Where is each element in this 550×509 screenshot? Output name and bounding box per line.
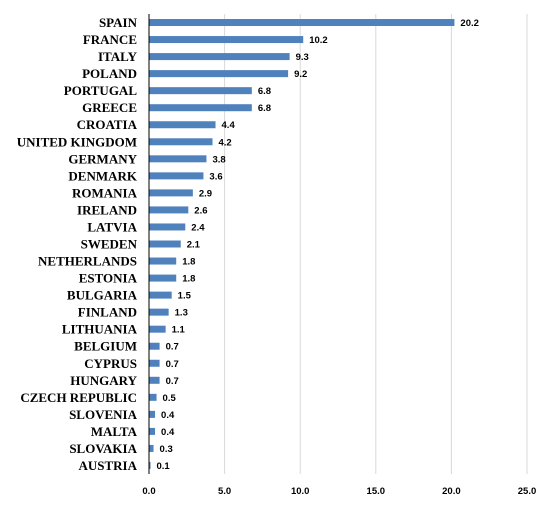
value-label: 10.2: [309, 35, 328, 46]
bar-spain: [149, 19, 455, 27]
value-label: 0.7: [166, 359, 179, 370]
category-label: POLAND: [82, 66, 137, 81]
value-label: 4.2: [219, 137, 232, 148]
bar-croatia: [149, 121, 216, 129]
bar-estonia: [149, 274, 177, 282]
value-label: 9.2: [294, 69, 307, 80]
category-label: ROMANIA: [72, 185, 138, 200]
category-label: MALTA: [91, 424, 138, 439]
category-label: FRANCE: [83, 32, 137, 47]
value-label: 0.5: [163, 393, 177, 404]
bar-germany: [149, 155, 207, 163]
bar-greece: [149, 104, 252, 112]
label-layer: SPAIN 20.2 FRANCE 10.2 ITALY 9.3 POLAND 9.2 PORT…: [17, 15, 479, 473]
value-label: 4.4: [222, 120, 236, 131]
bar-portugal: [149, 87, 252, 95]
value-label: 0.4: [161, 410, 175, 421]
x-tick-label: 25.0: [518, 486, 537, 497]
bar-sweden: [149, 240, 181, 248]
value-label: 2.1: [187, 240, 201, 251]
category-label: HUNGARY: [70, 373, 137, 388]
value-label: 1.1: [172, 325, 186, 336]
category-label: LITHUANIA: [62, 322, 138, 337]
value-label: 0.7: [166, 342, 179, 353]
category-label: CYPRUS: [84, 356, 137, 371]
bar-denmark: [149, 172, 204, 180]
category-label: ITALY: [98, 49, 138, 64]
bar-france: [149, 36, 304, 44]
x-tick-label: 15.0: [367, 486, 386, 497]
category-label: NETHERLANDS: [38, 254, 137, 269]
category-label: GREECE: [82, 100, 137, 115]
category-label: UNITED KINGDOM: [17, 134, 137, 149]
value-label: 0.3: [160, 444, 173, 455]
bar-slovenia: [149, 410, 156, 418]
bar-netherlands: [149, 257, 177, 265]
x-tick-label: 20.0: [442, 486, 461, 497]
value-label: 6.8: [258, 86, 271, 97]
value-label: 20.2: [460, 18, 479, 29]
bar-italy: [149, 53, 290, 61]
bar-bulgaria: [149, 291, 172, 299]
value-label: 0.1: [157, 461, 171, 472]
value-label: 6.8: [258, 103, 271, 114]
bar-lithuania: [149, 325, 166, 333]
bar-united-kingdom: [149, 138, 213, 146]
bar-romania: [149, 189, 193, 197]
bar-czech-republic: [149, 393, 157, 401]
x-tick-label: 0.0: [142, 486, 155, 497]
value-label: 2.4: [191, 222, 205, 233]
bar-layer: [149, 19, 455, 469]
bar-slovakia: [149, 444, 154, 452]
category-label: FINLAND: [78, 305, 137, 320]
category-label: ESTONIA: [79, 271, 138, 286]
category-label: DENMARK: [68, 168, 137, 183]
category-label: CROATIA: [77, 117, 138, 132]
bar-malta: [149, 427, 156, 435]
value-label: 3.6: [209, 171, 222, 182]
value-label: 0.7: [166, 376, 179, 387]
bar-latvia: [149, 223, 186, 231]
x-tick-label: 5.0: [218, 486, 231, 497]
value-label: 1.3: [175, 308, 188, 319]
bar-poland: [149, 70, 289, 78]
bar-cyprus: [149, 359, 160, 367]
value-label: 2.6: [194, 205, 207, 216]
bar-finland: [149, 308, 169, 316]
category-label: SPAIN: [99, 15, 138, 30]
x-axis-ticks: 0.0 5.0 10.0 15.0 20.0 25.0: [142, 486, 536, 497]
bar-belgium: [149, 342, 160, 350]
value-label: 3.8: [212, 154, 225, 165]
value-label: 1.8: [182, 274, 195, 285]
category-label: BULGARIA: [67, 288, 138, 303]
category-label: SLOVAKIA: [69, 441, 137, 456]
category-label: IRELAND: [77, 202, 137, 217]
value-label: 9.3: [296, 52, 309, 63]
category-label: AUSTRIA: [78, 458, 137, 473]
category-label: CZECH REPUBLIC: [20, 390, 137, 405]
category-label: GERMANY: [68, 151, 137, 166]
grid-layer: [224, 14, 528, 474]
category-label: BELGIUM: [74, 339, 137, 354]
bar-austria: [149, 461, 151, 469]
bar-hungary: [149, 376, 160, 384]
value-label: 0.4: [161, 427, 175, 438]
category-label: SWEDEN: [81, 237, 138, 252]
category-label: SLOVENIA: [69, 407, 138, 422]
category-label: LATVIA: [87, 219, 137, 234]
value-label: 1.8: [182, 257, 195, 268]
value-label: 2.9: [199, 188, 212, 199]
value-label: 1.5: [178, 291, 192, 302]
x-tick-label: 10.0: [291, 486, 310, 497]
category-label: PORTUGAL: [64, 83, 138, 98]
bar-ireland: [149, 206, 189, 214]
